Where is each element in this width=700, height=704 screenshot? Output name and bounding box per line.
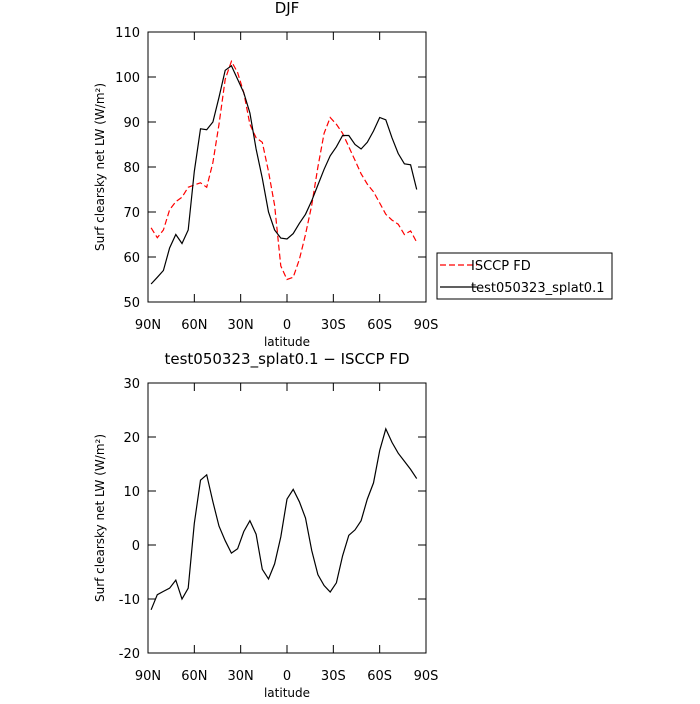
y-tick-label: 100 bbox=[115, 71, 140, 86]
x-tick-label: 60N bbox=[181, 318, 207, 333]
y-tick-label: 50 bbox=[123, 296, 140, 311]
x-tick-label: 90N bbox=[135, 318, 161, 333]
y-tick-label: -10 bbox=[119, 593, 140, 608]
x-tick-label: 0 bbox=[283, 318, 291, 333]
chart-title: DJF bbox=[275, 0, 300, 17]
legend-box bbox=[436, 252, 613, 300]
x-tick-label: 0 bbox=[283, 669, 291, 684]
x-tick-label: 30S bbox=[321, 318, 346, 333]
data-line bbox=[150, 59, 418, 281]
y-tick-label: 60 bbox=[123, 251, 140, 266]
x-tick-label: 30N bbox=[228, 318, 254, 333]
legend-label: test050323_splat0.1 bbox=[471, 281, 604, 296]
y-tick-label: 0 bbox=[132, 539, 140, 554]
y-tick-label: 90 bbox=[123, 116, 140, 131]
y-tick-label: 80 bbox=[123, 161, 140, 176]
data-line bbox=[150, 64, 418, 285]
chart-title: test050323_splat0.1 − ISCCP FD bbox=[165, 350, 410, 369]
x-tick-label: 90N bbox=[135, 669, 161, 684]
x-tick-label: 60S bbox=[367, 669, 392, 684]
x-axis-label: latitude bbox=[264, 335, 310, 349]
y-tick-label: 70 bbox=[123, 206, 140, 221]
x-tick-label: 60S bbox=[367, 318, 392, 333]
y-axis-label: Surf clearsky net LW (W/m²) bbox=[93, 83, 107, 251]
data-line bbox=[150, 427, 418, 611]
x-axis-label: latitude bbox=[264, 686, 310, 700]
x-tick-label: 90S bbox=[414, 669, 439, 684]
plot-frame bbox=[147, 382, 427, 654]
x-tick-label: 60N bbox=[181, 669, 207, 684]
y-tick-label: 30 bbox=[123, 377, 140, 392]
plot-frame bbox=[147, 31, 427, 303]
y-tick-label: 20 bbox=[123, 431, 140, 446]
y-tick-label: -20 bbox=[119, 647, 140, 662]
x-tick-label: 90S bbox=[414, 318, 439, 333]
x-tick-label: 30S bbox=[321, 669, 346, 684]
x-tick-label: 30N bbox=[228, 669, 254, 684]
y-axis-label: Surf clearsky net LW (W/m²) bbox=[93, 434, 107, 602]
y-tick-label: 110 bbox=[115, 26, 140, 41]
legend-label: ISCCP FD bbox=[471, 259, 531, 274]
y-tick-label: 10 bbox=[123, 485, 140, 500]
